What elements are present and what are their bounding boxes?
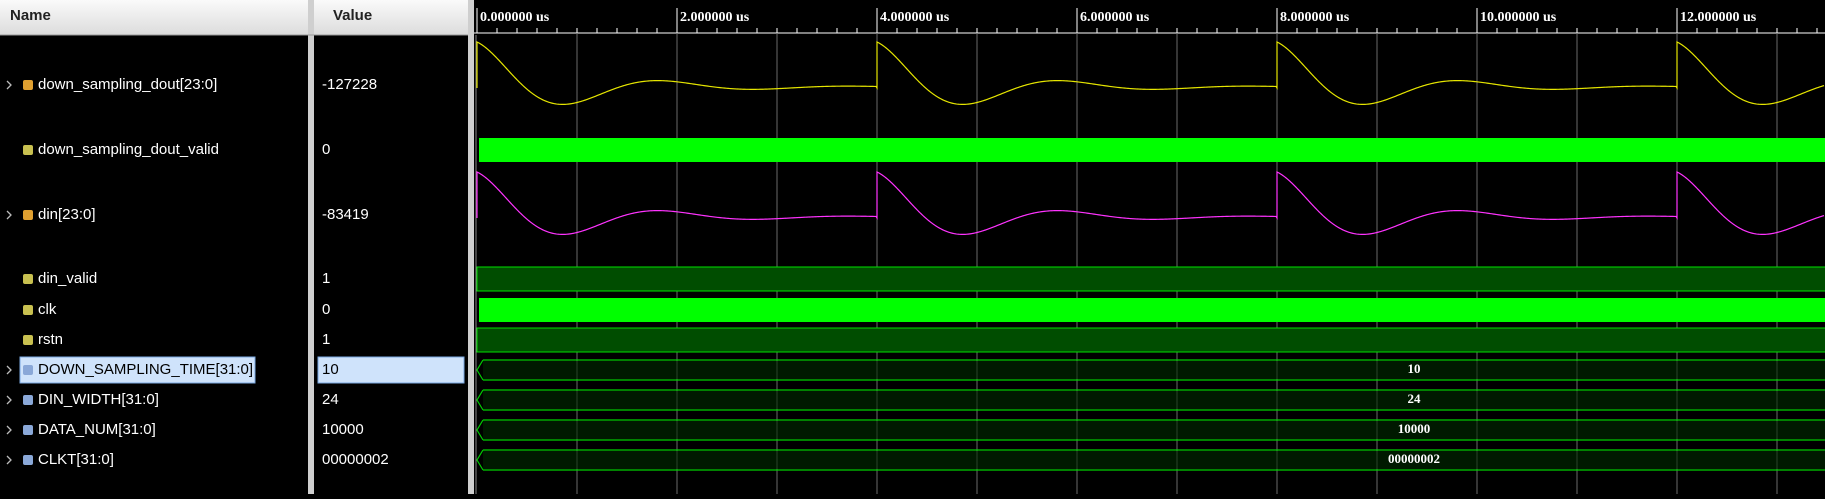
digital-wave bbox=[476, 266, 1825, 292]
expand-arrow[interactable] bbox=[6, 425, 12, 435]
bus-value: 10 bbox=[1408, 361, 1421, 376]
signal-value: 0 bbox=[322, 141, 330, 158]
bus-wave bbox=[476, 389, 1825, 411]
expand-arrow[interactable] bbox=[6, 210, 12, 220]
bus-fill bbox=[483, 391, 1825, 409]
signal-icon bbox=[23, 274, 33, 284]
signal-name[interactable]: din[23:0] bbox=[38, 206, 96, 223]
name-header[interactable] bbox=[0, 0, 308, 35]
signal-name[interactable]: DATA_NUM[31:0] bbox=[38, 421, 156, 438]
timeline-label: 8.000000 us bbox=[1280, 10, 1350, 25]
signal-icon bbox=[23, 395, 33, 405]
bus-value: 00000002 bbox=[1388, 451, 1440, 466]
signal-name[interactable]: down_sampling_dout[23:0] bbox=[38, 76, 217, 93]
expand-arrow[interactable] bbox=[6, 395, 12, 405]
signal-name[interactable]: DOWN_SAMPLING_TIME[31:0] bbox=[38, 361, 253, 378]
expand-arrow[interactable] bbox=[6, 455, 12, 465]
timeline-label: 4.000000 us bbox=[880, 10, 950, 25]
signal-value: 00000002 bbox=[322, 451, 389, 468]
signal-name[interactable]: din_valid bbox=[38, 270, 97, 287]
name-header-label: Name bbox=[10, 7, 51, 24]
splitter[interactable] bbox=[308, 0, 314, 494]
signal-name[interactable]: CLKT[31:0] bbox=[38, 451, 114, 468]
signal-value: 10000 bbox=[322, 421, 364, 438]
analog-wave bbox=[476, 41, 1825, 105]
bus-fill bbox=[483, 361, 1825, 379]
signal-name[interactable]: rstn bbox=[38, 331, 63, 348]
signal-icon bbox=[23, 210, 33, 220]
value-header-label: Value bbox=[333, 7, 372, 24]
signal-name[interactable]: DIN_WIDTH[31:0] bbox=[38, 391, 159, 408]
expand-arrow[interactable] bbox=[6, 365, 12, 375]
timeline-label: 12.000000 us bbox=[1680, 10, 1757, 25]
selected-name bbox=[19, 356, 256, 384]
signal-icon bbox=[23, 425, 33, 435]
signal-name[interactable]: clk bbox=[38, 301, 57, 318]
signal-value: -127228 bbox=[322, 76, 377, 93]
signal-icon bbox=[23, 145, 33, 155]
timeline-label: 2.000000 us bbox=[680, 10, 750, 25]
bus-wave bbox=[476, 449, 1825, 471]
digital-wave bbox=[479, 298, 1825, 322]
signal-value: 0 bbox=[322, 301, 330, 318]
bus-wave bbox=[476, 419, 1825, 441]
timeline-label: 10.000000 us bbox=[1480, 10, 1557, 25]
bus-wave bbox=[476, 359, 1825, 381]
bus-fill bbox=[483, 421, 1825, 439]
analog-wave bbox=[476, 171, 1825, 235]
signal-value: 24 bbox=[322, 391, 339, 408]
bus-fill bbox=[483, 451, 1825, 469]
value-header[interactable] bbox=[314, 0, 468, 35]
digital-wave bbox=[476, 327, 1825, 353]
signal-value: 10 bbox=[322, 361, 339, 378]
signal-icon bbox=[23, 335, 33, 345]
selected-value bbox=[317, 356, 465, 384]
signal-icon bbox=[23, 80, 33, 90]
digital-wave bbox=[479, 138, 1825, 162]
signal-value: 1 bbox=[322, 270, 330, 287]
signal-value: -83419 bbox=[322, 206, 369, 223]
signal-icon bbox=[23, 455, 33, 465]
signal-name[interactable]: down_sampling_dout_valid bbox=[38, 141, 219, 158]
splitter[interactable] bbox=[468, 0, 474, 494]
signal-icon bbox=[23, 365, 33, 375]
timeline-label: 6.000000 us bbox=[1080, 10, 1150, 25]
expand-arrow[interactable] bbox=[6, 80, 12, 90]
bus-value: 24 bbox=[1408, 391, 1422, 406]
bus-value: 10000 bbox=[1398, 421, 1431, 436]
signal-icon bbox=[23, 305, 33, 315]
timeline-label: 0.000000 us bbox=[480, 10, 550, 25]
signal-value: 1 bbox=[322, 331, 330, 348]
